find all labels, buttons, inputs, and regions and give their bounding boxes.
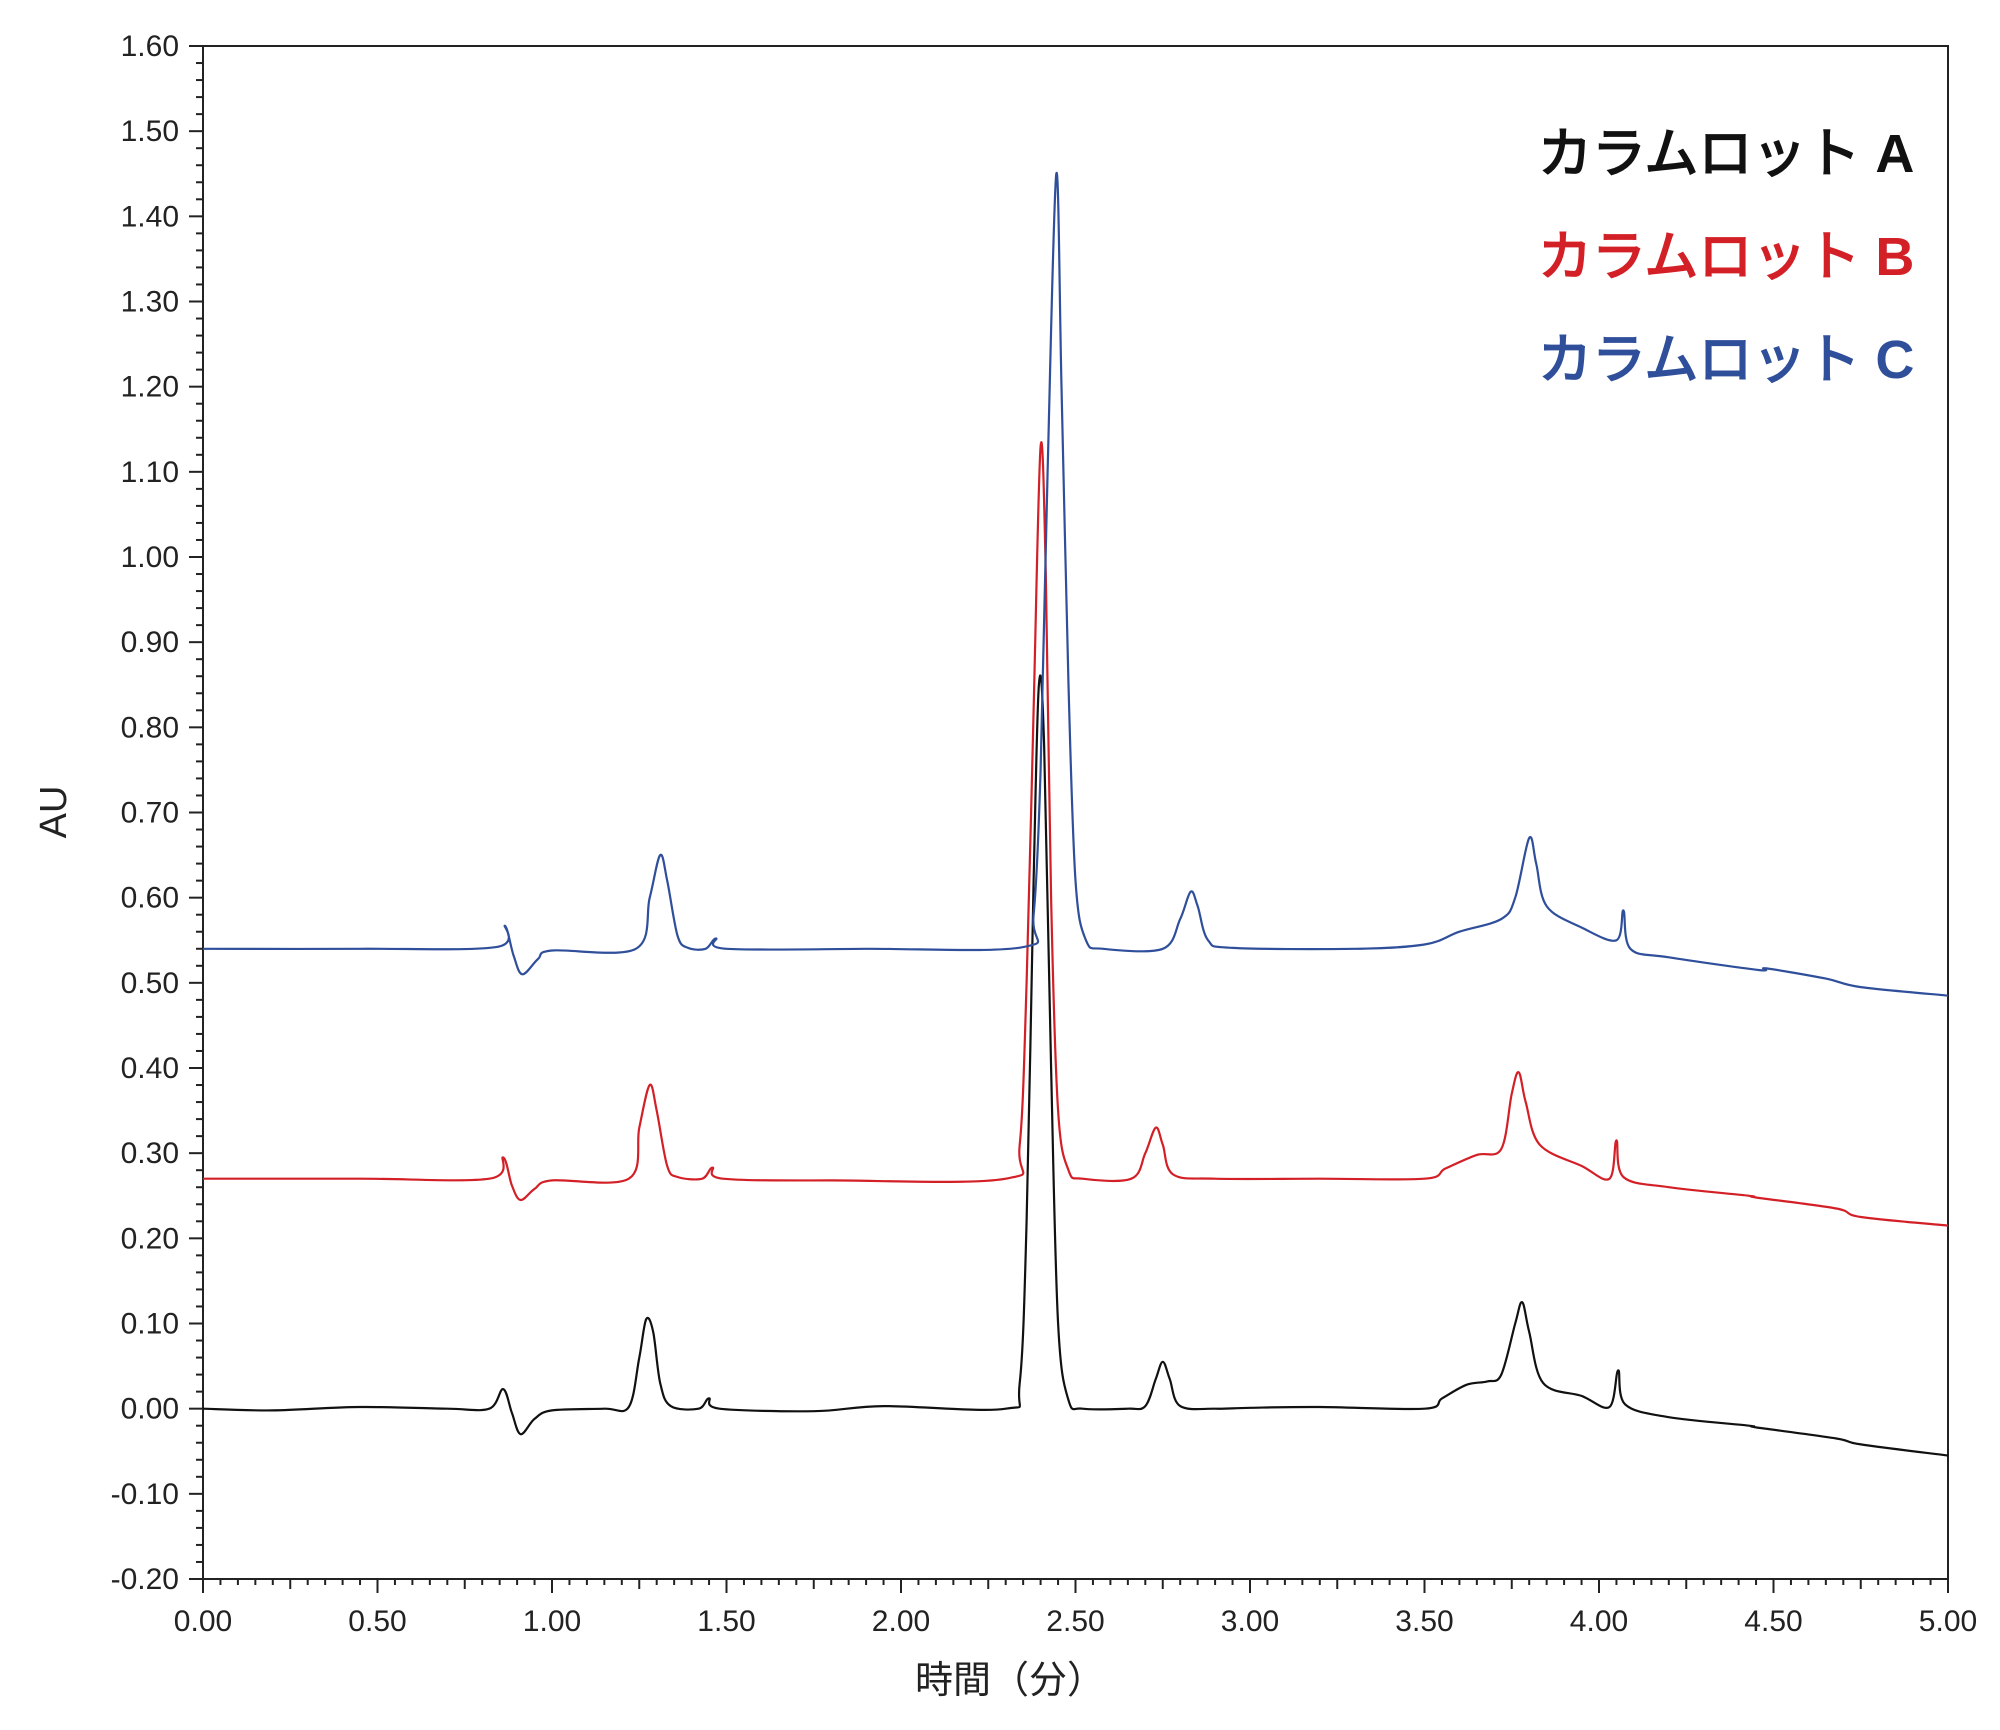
y-tick-label: 0.30 [121, 1137, 179, 1170]
y-tick-label: 0.40 [121, 1052, 179, 1085]
legend-entry-c: カラムロット C [1538, 330, 1914, 390]
legend-entry-a: カラムロット A [1538, 124, 1914, 184]
x-tick-label: 2.50 [1046, 1605, 1104, 1638]
series-layer [202, 171, 1949, 1457]
y-tick-label: 0.50 [121, 967, 179, 1000]
x-tick-label: 0.50 [348, 1605, 406, 1638]
y-tick-label: 1.50 [121, 115, 179, 148]
y-tick-label: 1.60 [121, 30, 179, 63]
y-tick-label: 0.20 [121, 1222, 179, 1255]
x-tick-label: 4.50 [1744, 1605, 1802, 1638]
y-tick-label: 0.80 [121, 711, 179, 744]
series-line-c [202, 171, 1949, 997]
series-line-a [202, 674, 1949, 1457]
series-line-b [203, 441, 1949, 1227]
x-tick-label: 2.00 [872, 1605, 930, 1638]
x-axis: 0.00 0.50 1.00 1.50 2.00 2.50 3.00 3.50 4.00 4.50… [174, 1579, 1977, 1638]
x-tick-label: 3.00 [1221, 1605, 1279, 1638]
y-tick-label: -0.20 [111, 1563, 179, 1596]
y-tick-label: 0.90 [121, 626, 179, 659]
x-tick-label: 4.00 [1570, 1605, 1628, 1638]
x-tick-label: 1.00 [523, 1605, 581, 1638]
y-tick-label: 0.10 [121, 1308, 179, 1341]
y-tick-label: 1.10 [121, 456, 179, 489]
x-tick-label: 5.00 [1919, 1605, 1977, 1638]
x-tick-label: 3.50 [1395, 1605, 1453, 1638]
y-axis-title: AU [33, 786, 75, 839]
x-axis-title: 時間（分） [915, 1660, 1105, 1702]
x-tick-label: 1.50 [697, 1605, 755, 1638]
y-tick-label: -0.10 [111, 1478, 179, 1511]
y-tick-label: 1.40 [121, 200, 179, 233]
y-axis: -0.20 -0.10 0.00 0.10 0.20 0.30 0.40 0.50 0.60 0.… [111, 30, 203, 1596]
y-tick-label: 0.60 [121, 882, 179, 915]
y-tick-label: 0.00 [121, 1393, 179, 1426]
y-tick-label: 1.00 [121, 541, 179, 574]
x-tick-label: 0.00 [174, 1605, 232, 1638]
y-tick-label: 1.20 [121, 371, 179, 404]
y-tick-label: 1.30 [121, 286, 179, 319]
legend: カラムロット A カラムロット B カラムロット C [1538, 124, 1914, 390]
legend-entry-b: カラムロット B [1538, 227, 1914, 287]
y-tick-label: 0.70 [121, 797, 179, 830]
